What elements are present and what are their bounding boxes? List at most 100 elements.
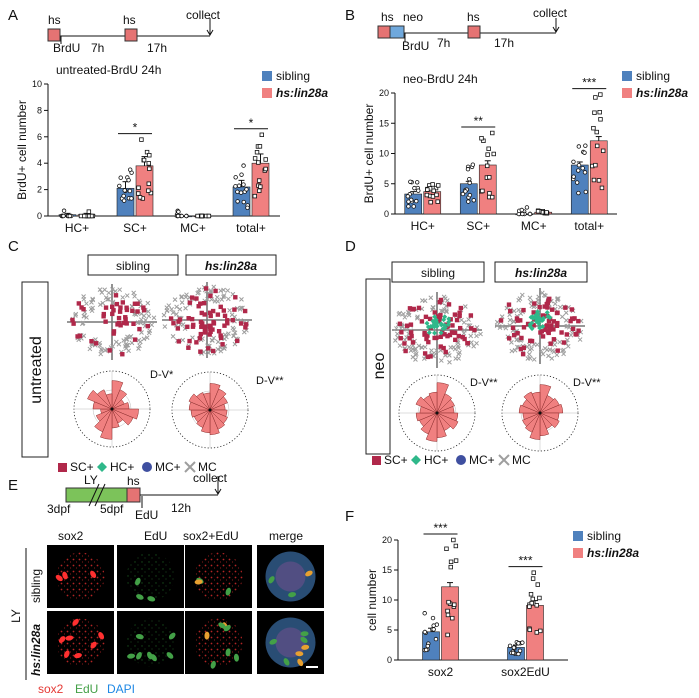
mc-marker bbox=[226, 331, 231, 337]
sc-marker bbox=[465, 341, 471, 346]
sc-marker bbox=[457, 310, 462, 316]
data-point bbox=[489, 194, 495, 200]
data-point bbox=[235, 189, 240, 194]
data-point bbox=[86, 209, 92, 214]
rose-plot-lin28a bbox=[171, 371, 249, 449]
data-point bbox=[485, 152, 490, 157]
sc-marker bbox=[569, 307, 575, 312]
sc-marker bbox=[547, 296, 552, 302]
mc-marker bbox=[577, 337, 583, 342]
cell-spot bbox=[218, 622, 226, 629]
hc-marker bbox=[429, 323, 435, 329]
data-point bbox=[433, 636, 439, 642]
data-point bbox=[465, 167, 471, 172]
mc-marker bbox=[507, 312, 512, 318]
mc-marker bbox=[110, 344, 116, 349]
y-tick-label: 0 bbox=[384, 209, 389, 219]
rose-center bbox=[538, 411, 542, 415]
timeline-e-end: collect bbox=[193, 471, 228, 485]
mc-marker bbox=[225, 288, 231, 293]
data-point bbox=[118, 175, 123, 180]
sc-marker bbox=[458, 305, 464, 311]
sc-marker bbox=[551, 327, 556, 332]
sc-marker bbox=[409, 333, 414, 339]
rose-petal bbox=[203, 392, 211, 411]
mc-marker bbox=[211, 284, 217, 290]
data-point bbox=[527, 604, 532, 609]
data-point bbox=[535, 209, 541, 214]
mc-marker bbox=[552, 301, 558, 307]
timeline-e-gap: 12h bbox=[171, 501, 191, 515]
legend-label: MC bbox=[512, 453, 531, 467]
rose-petal bbox=[188, 393, 211, 411]
data-point bbox=[448, 559, 454, 565]
data-point bbox=[435, 199, 440, 204]
mc-marker bbox=[565, 343, 571, 349]
data-point bbox=[479, 136, 484, 141]
sc-marker bbox=[189, 316, 195, 322]
mc-marker bbox=[555, 296, 560, 302]
mc-marker bbox=[100, 300, 106, 306]
mc-marker bbox=[415, 314, 420, 320]
sc-marker bbox=[175, 326, 181, 331]
data-point bbox=[593, 162, 598, 168]
sc-marker bbox=[216, 329, 222, 334]
marker-legend: SC+ HC+ MC+ MC bbox=[372, 453, 531, 467]
sc-marker bbox=[450, 323, 455, 328]
column-header-sox2: sox2 bbox=[58, 529, 84, 543]
rose-petal bbox=[436, 393, 453, 414]
data-point bbox=[527, 211, 533, 217]
sc-marker bbox=[103, 319, 108, 324]
data-point bbox=[148, 190, 154, 196]
sc-marker bbox=[176, 339, 182, 344]
mc-marker bbox=[209, 337, 215, 343]
mc-marker bbox=[149, 322, 155, 328]
hc-marker bbox=[537, 325, 543, 331]
sc-marker bbox=[407, 306, 413, 311]
legend-marker-mc bbox=[184, 461, 196, 473]
sc-marker bbox=[563, 305, 568, 310]
sc-marker bbox=[77, 333, 83, 338]
panel-letter-a: A bbox=[8, 7, 18, 24]
data-point bbox=[530, 576, 536, 581]
data-point bbox=[534, 603, 539, 608]
x-tick-label: total+ bbox=[574, 219, 604, 233]
data-point bbox=[436, 183, 441, 188]
data-point bbox=[467, 180, 472, 186]
hc-marker bbox=[527, 323, 533, 329]
data-point bbox=[414, 180, 420, 185]
sc-marker bbox=[518, 318, 523, 323]
sc-marker bbox=[555, 348, 560, 353]
mc-marker bbox=[93, 337, 98, 342]
rose-petal bbox=[436, 399, 455, 414]
data-point bbox=[574, 180, 580, 185]
sc-marker bbox=[424, 336, 429, 342]
mc-marker bbox=[180, 337, 186, 343]
dv-label-sibling: D-V** bbox=[470, 377, 498, 389]
sc-marker bbox=[437, 299, 443, 305]
sc-marker bbox=[549, 323, 554, 328]
data-point bbox=[524, 205, 530, 210]
scatter-lin28a bbox=[494, 288, 585, 364]
mc-marker bbox=[227, 307, 232, 313]
sc-marker bbox=[561, 340, 567, 345]
data-point bbox=[238, 190, 244, 195]
rose-petal bbox=[420, 412, 438, 435]
mc-marker bbox=[147, 328, 153, 334]
cell-spot bbox=[268, 576, 275, 584]
data-point bbox=[244, 187, 249, 192]
hc-marker bbox=[438, 330, 444, 336]
sc-marker bbox=[521, 345, 527, 351]
sc-marker bbox=[201, 300, 207, 306]
data-point bbox=[534, 630, 539, 635]
sc-marker bbox=[132, 337, 138, 342]
sc-marker bbox=[537, 304, 542, 310]
mc-marker bbox=[84, 301, 89, 306]
sc-marker bbox=[520, 351, 526, 357]
sc-marker bbox=[457, 313, 462, 319]
mc-marker bbox=[525, 356, 531, 361]
sibling-header-box bbox=[391, 261, 485, 283]
data-point bbox=[511, 645, 517, 650]
sc-marker bbox=[432, 310, 437, 315]
data-point bbox=[422, 611, 427, 616]
